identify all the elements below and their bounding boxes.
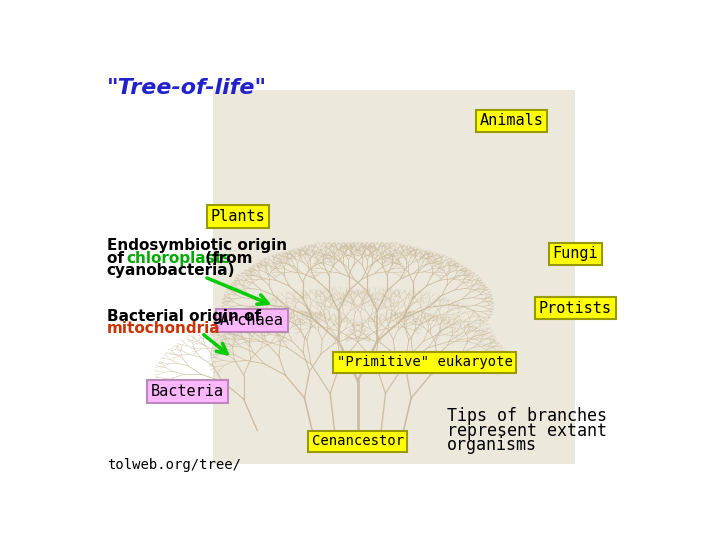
Text: Cenancestor: Cenancestor: [312, 434, 404, 448]
Text: Fungi: Fungi: [553, 246, 598, 261]
Text: Protists: Protists: [539, 301, 612, 315]
Text: "Tree-of-life": "Tree-of-life": [107, 78, 267, 98]
Text: organisms: organisms: [447, 436, 537, 454]
Text: of: of: [107, 251, 129, 266]
Text: Bacteria: Bacteria: [151, 384, 224, 399]
Text: "Primitive" eukaryote: "Primitive" eukaryote: [337, 355, 513, 369]
Text: Endosymbiotic origin: Endosymbiotic origin: [107, 238, 287, 253]
Text: Plants: Plants: [210, 209, 265, 224]
Text: Animals: Animals: [480, 113, 543, 129]
Text: Tips of branches: Tips of branches: [447, 407, 607, 425]
Text: chloroplasts: chloroplasts: [126, 251, 231, 266]
Text: cyanobacteria): cyanobacteria): [107, 263, 235, 278]
Text: mitochondria: mitochondria: [107, 321, 220, 336]
Text: Bacterial origin of: Bacterial origin of: [107, 309, 261, 324]
FancyBboxPatch shape: [213, 90, 575, 464]
Text: Archaea: Archaea: [220, 313, 284, 328]
Text: represent extant: represent extant: [447, 422, 607, 440]
Text: (from: (from: [200, 251, 253, 266]
Text: tolweb.org/tree/: tolweb.org/tree/: [107, 458, 240, 472]
